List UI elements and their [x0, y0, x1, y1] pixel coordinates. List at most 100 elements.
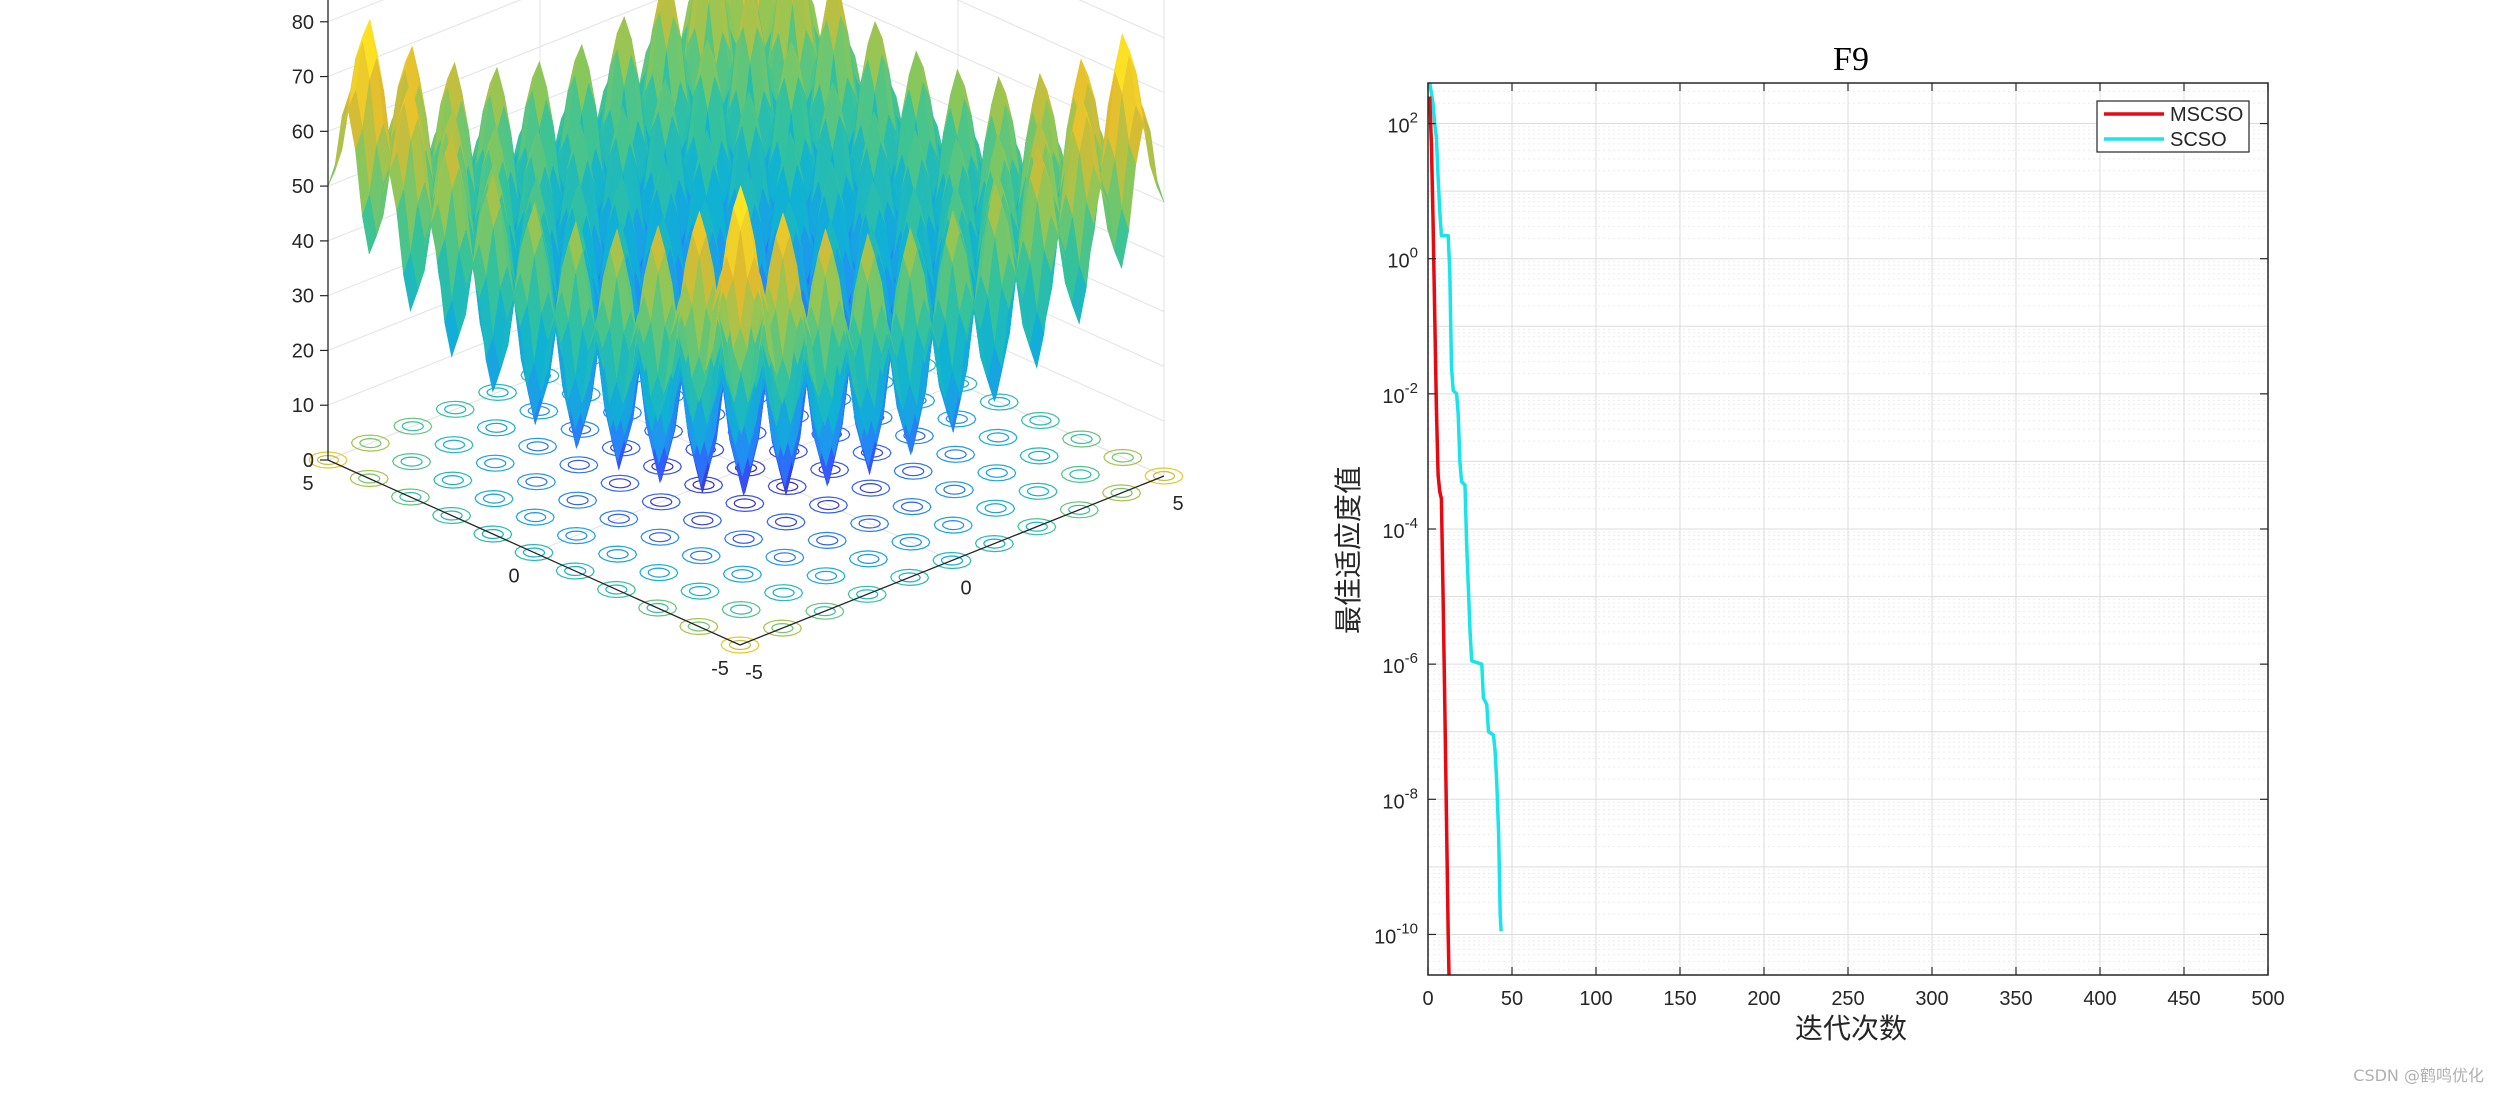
chart-title: F9 — [1833, 41, 1869, 78]
grid-line — [1078, 0, 1165, 39]
z-tick-label: 0 — [303, 450, 314, 472]
contour-line — [390, 488, 430, 506]
contour-line — [518, 437, 558, 455]
y-tick-label: 102 — [1387, 110, 1418, 138]
contour-line — [731, 569, 754, 580]
surface-patch — [732, 327, 748, 373]
contour-line — [941, 519, 965, 531]
contour-line — [596, 580, 636, 599]
z-tick-label: 10 — [292, 395, 314, 417]
contour-line — [934, 481, 974, 499]
surface-mesh — [327, 0, 1165, 497]
contour-line — [987, 396, 1011, 408]
contour-line — [559, 456, 599, 474]
x-tick-label: -5 — [745, 662, 763, 684]
contour-line — [814, 570, 838, 581]
contour-line — [1019, 447, 1059, 465]
contour-line — [722, 565, 762, 583]
contour-line — [725, 494, 765, 513]
contour-line — [515, 508, 555, 526]
contour-line — [900, 501, 924, 512]
contour-line — [525, 476, 548, 487]
contour-line — [687, 621, 711, 632]
contour-line — [516, 473, 556, 491]
y-axis-label: 最佳适应度值 — [1333, 466, 1365, 634]
x-tick-label: 5 — [1172, 493, 1183, 515]
contour-line — [485, 422, 508, 433]
x-tick-label: 300 — [1915, 988, 1948, 1010]
contour-line — [600, 474, 640, 492]
contour-line — [679, 617, 719, 636]
contour-line — [901, 466, 925, 477]
x-tick-label: 200 — [1747, 988, 1780, 1010]
contour-line — [474, 489, 514, 508]
contour-line — [608, 478, 632, 489]
contour-line — [728, 639, 752, 651]
contour-line — [721, 600, 761, 619]
contour-line — [944, 449, 967, 460]
contour-line — [859, 482, 883, 494]
contour-line — [891, 533, 931, 551]
contour-line — [359, 437, 382, 449]
contour-line — [985, 467, 1009, 478]
y-tick-label: 100 — [1387, 245, 1418, 273]
series-line-mscso — [1427, 96, 1451, 976]
contour-line — [598, 545, 638, 563]
y-tick-label: 0 — [508, 566, 519, 588]
contour-line — [555, 562, 595, 580]
contour-line — [1062, 430, 1102, 448]
legend-label-scso: SCSO — [2170, 129, 2227, 151]
contour-line — [858, 518, 881, 529]
x-tick-label: 100 — [1579, 988, 1612, 1010]
contour-line — [986, 432, 1010, 443]
contour-line — [392, 452, 432, 471]
contour-line — [850, 514, 890, 533]
contour-line — [393, 417, 433, 435]
z-tick-label: 20 — [292, 340, 314, 362]
contour-line — [599, 510, 639, 528]
contour-line — [1018, 482, 1058, 500]
y-tick-labels: 10-10 10-8 10-6 10-4 10-2 100 102 — [1374, 110, 2268, 948]
x-tick-label: 150 — [1663, 988, 1696, 1010]
contour-line — [817, 499, 840, 511]
contour-line — [433, 471, 473, 489]
grid-line — [327, 0, 522, 78]
contour-line — [476, 419, 516, 437]
x-tick-label: 500 — [2251, 988, 2284, 1010]
contour-line — [1027, 450, 1051, 462]
contour-line — [688, 585, 712, 597]
contour-line — [558, 491, 598, 509]
contour-line — [647, 567, 671, 578]
x-tick-labels: 0 50 100 150 200 250 300 350 400 450 500 — [1422, 83, 2285, 1010]
major-grid — [1427, 83, 2269, 975]
contour-line — [648, 532, 672, 543]
series-line-scso — [1427, 82, 1503, 932]
contour-line — [607, 513, 631, 524]
contour-line — [899, 536, 923, 548]
contour-line — [486, 387, 509, 398]
x-tick-label: 350 — [1999, 988, 2032, 1010]
contour-line — [943, 484, 966, 495]
contour-line — [1069, 469, 1092, 480]
contour-line — [765, 548, 805, 566]
contour-line — [526, 441, 549, 452]
contour-line — [357, 473, 381, 484]
contour-line — [1026, 486, 1050, 497]
contour-line — [400, 456, 423, 467]
y-tick-label: 10-4 — [1382, 515, 1418, 543]
contour-line — [729, 604, 753, 615]
y-tick-label: 5 — [302, 473, 313, 495]
contour-line — [1020, 411, 1060, 430]
contour-line — [649, 496, 673, 507]
contour-line — [399, 491, 422, 503]
contour-line — [733, 498, 757, 509]
y-axis-line — [327, 459, 741, 646]
surface-axes — [327, 0, 1165, 646]
contour-line — [720, 636, 760, 654]
contour-line — [773, 552, 797, 563]
contour-line — [432, 506, 472, 525]
contour-line — [350, 434, 390, 452]
y-tick-label: 10-2 — [1382, 380, 1418, 408]
